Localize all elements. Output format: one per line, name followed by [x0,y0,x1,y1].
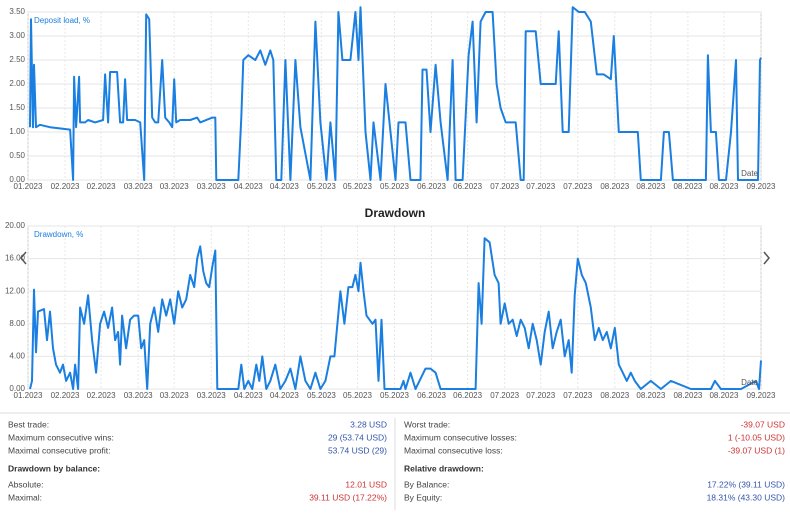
y-tick-label: 0.00 [9,384,25,393]
x-tick-label: 06.2023 [453,182,482,191]
x-tick-label: 02.2023 [87,391,116,400]
stat-label: Worst trade: [404,419,450,429]
stat-value: 12.01 USD [345,479,387,489]
x-tick-label: 01.2023 [14,391,43,400]
y-tick-label: 0.00 [9,175,25,184]
x-tick-label: 02.2023 [51,391,80,400]
x-tick-label: 03.2023 [124,182,153,191]
x-tick-label: 09.2023 [747,391,776,400]
series-label: Deposit load, % [34,16,90,25]
x-tick-label: 02.2023 [51,182,80,191]
x-tick-label: 05.2023 [307,182,336,191]
x-tick-label: 06.2023 [417,182,446,191]
y-tick-label: 8.00 [9,319,25,328]
x-tick-label: 06.2023 [453,391,482,400]
stat-label: Maximal consecutive profit: [8,445,111,455]
section-header: Drawdown by balance: [8,463,100,473]
x-tick-label: 08.2023 [673,391,702,400]
section-header: Relative drawdown: [404,463,484,473]
x-tick-label: 01.2023 [14,182,43,191]
x-tick-label: 03.2023 [160,391,189,400]
x-tick-label: 06.2023 [417,391,446,400]
x-tick-label: 04.2023 [270,391,299,400]
stat-value: 29 (53.74 USD) [328,432,387,442]
x-tick-label: 04.2023 [234,182,263,191]
x-tick-label: 09.2023 [747,182,776,191]
stat-label: Maximum consecutive wins: [8,432,114,442]
nav-left[interactable] [20,251,27,265]
stat-label: Best trade: [8,419,49,429]
x-tick-label: 07.2023 [563,182,592,191]
nav-right[interactable] [763,251,770,265]
x-tick-label: 03.2023 [197,182,226,191]
stat-label: Maximal: [8,492,42,502]
stat-value: 3.28 USD [350,419,387,429]
stat-label: By Equity: [404,492,442,502]
y-tick-label: 1.00 [9,127,25,136]
x-tick-label: 05.2023 [380,182,409,191]
x-tick-label: 08.2023 [709,391,738,400]
x-tick-label: 05.2023 [380,391,409,400]
x-tick-label: 08.2023 [600,182,629,191]
x-tick-label: 07.2023 [526,182,555,191]
stat-value: -39.07 USD (1) [728,445,785,455]
x-tick-label: 03.2023 [124,391,153,400]
x-tick-label: 05.2023 [343,391,372,400]
y-tick-label: 0.50 [9,151,25,160]
stat-value: 18.31% (43.30 USD) [707,492,786,502]
stat-value: 1 (-10.05 USD) [728,432,785,442]
x-tick-label: 08.2023 [636,391,665,400]
y-tick-label: 3.00 [9,31,25,40]
stat-value: 17.22% (39.11 USD) [707,479,785,489]
chart-title: Drawdown [365,206,426,220]
y-tick-label: 16.00 [5,254,26,263]
x-tick-label: 07.2023 [563,391,592,400]
series-label: Drawdown, % [34,230,83,239]
stat-label: Absolute: [8,479,43,489]
x-tick-label: 07.2023 [490,182,519,191]
stat-value: 53.74 USD (29) [328,445,387,455]
stat-label: By Balance: [404,479,449,489]
x-tick-label: 07.2023 [526,391,555,400]
x-tick-label: 03.2023 [197,391,226,400]
stat-value: 39.11 USD (17.22%) [309,492,387,502]
x-tick-label: 03.2023 [160,182,189,191]
x-tick-label: 08.2023 [709,182,738,191]
x-tick-label: 07.2023 [490,391,519,400]
data-line [29,6,762,181]
y-tick-label: 2.50 [9,55,25,64]
y-tick-label: 4.00 [9,352,25,361]
stat-value: -39.07 USD [741,419,785,429]
x-tick-label: 05.2023 [343,182,372,191]
x-tick-label: 08.2023 [636,182,665,191]
y-tick-label: 1.50 [9,103,25,112]
x-tick-label: 04.2023 [270,182,299,191]
x-tick-label: 04.2023 [234,391,263,400]
x-axis-label: Date [741,169,758,178]
x-tick-label: 05.2023 [307,391,336,400]
y-tick-label: 3.50 [9,7,25,16]
data-line [29,237,762,390]
stat-label: Maximum consecutive losses: [404,432,517,442]
y-tick-label: 20.00 [5,221,26,230]
stat-label: Maximal consecutive loss: [404,445,503,455]
x-tick-label: 02.2023 [87,182,116,191]
y-tick-label: 2.00 [9,79,25,88]
y-tick-label: 12.00 [5,286,26,295]
x-axis-label: Date [741,378,758,387]
x-tick-label: 08.2023 [673,182,702,191]
x-tick-label: 08.2023 [600,391,629,400]
